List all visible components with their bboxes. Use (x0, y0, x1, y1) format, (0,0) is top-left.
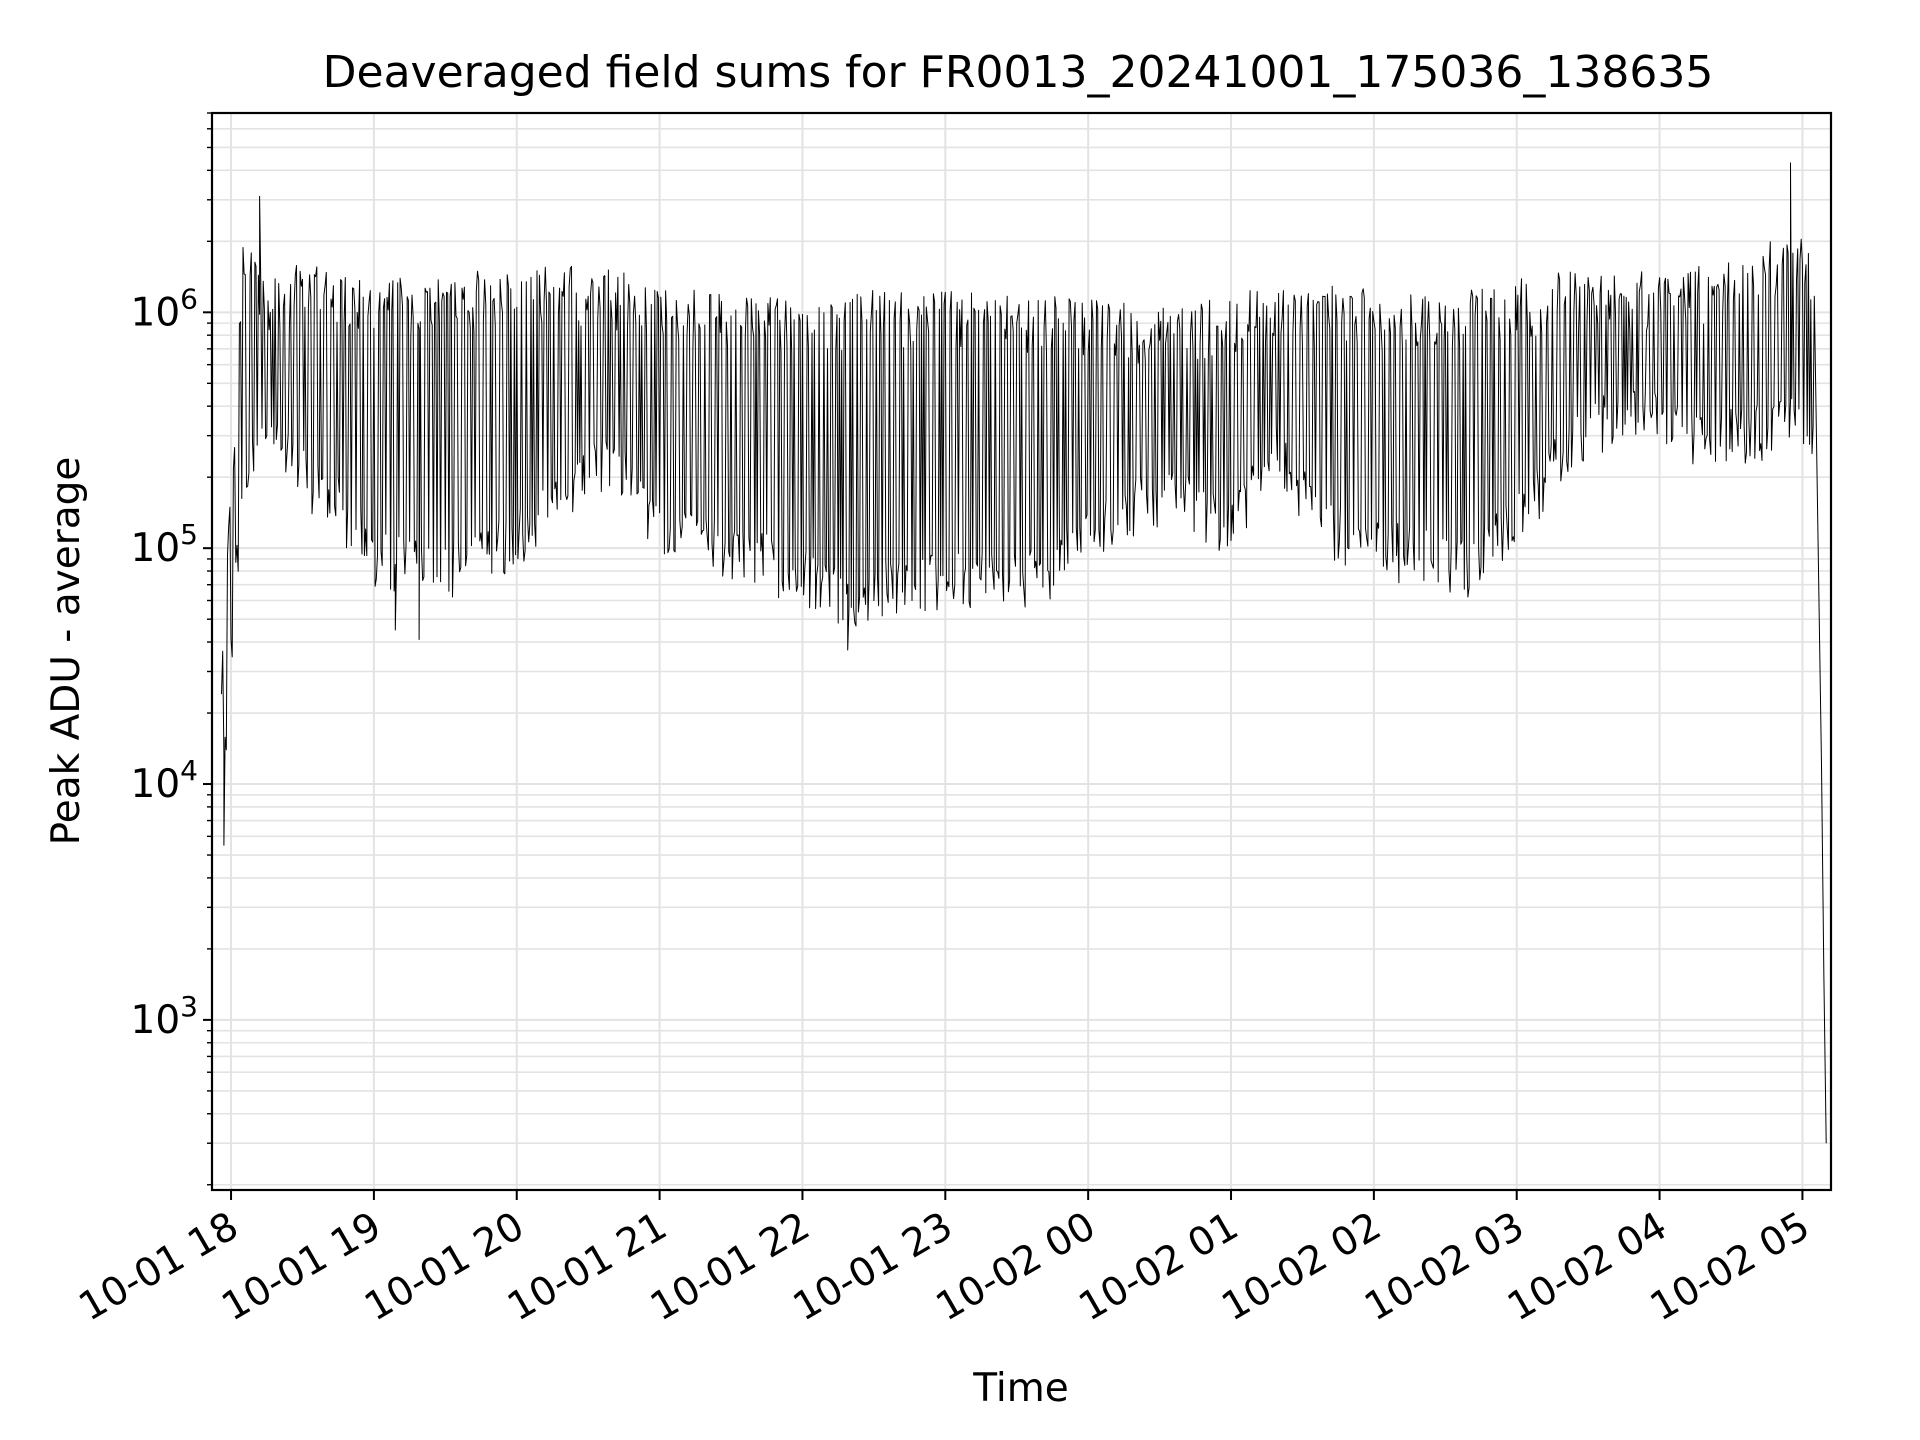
series-layer (221, 162, 1827, 1144)
x-axis-label: Time (972, 1366, 1068, 1411)
series-line (221, 162, 1827, 1144)
grid (212, 112, 1831, 1190)
y-axis: 103 104 105 106 (131, 112, 212, 1186)
chart-title: Deaveraged field sums for FR0013_2024100… (323, 47, 1714, 98)
y-tick-label: 106 (131, 282, 198, 335)
y-tick-label: 103 (131, 990, 198, 1043)
y-tick-label: 105 (131, 518, 198, 571)
plot-area-frame (210, 111, 1833, 1192)
y-tick-label: 104 (131, 754, 198, 807)
y-axis-label: Peak ADU - average (44, 457, 89, 846)
